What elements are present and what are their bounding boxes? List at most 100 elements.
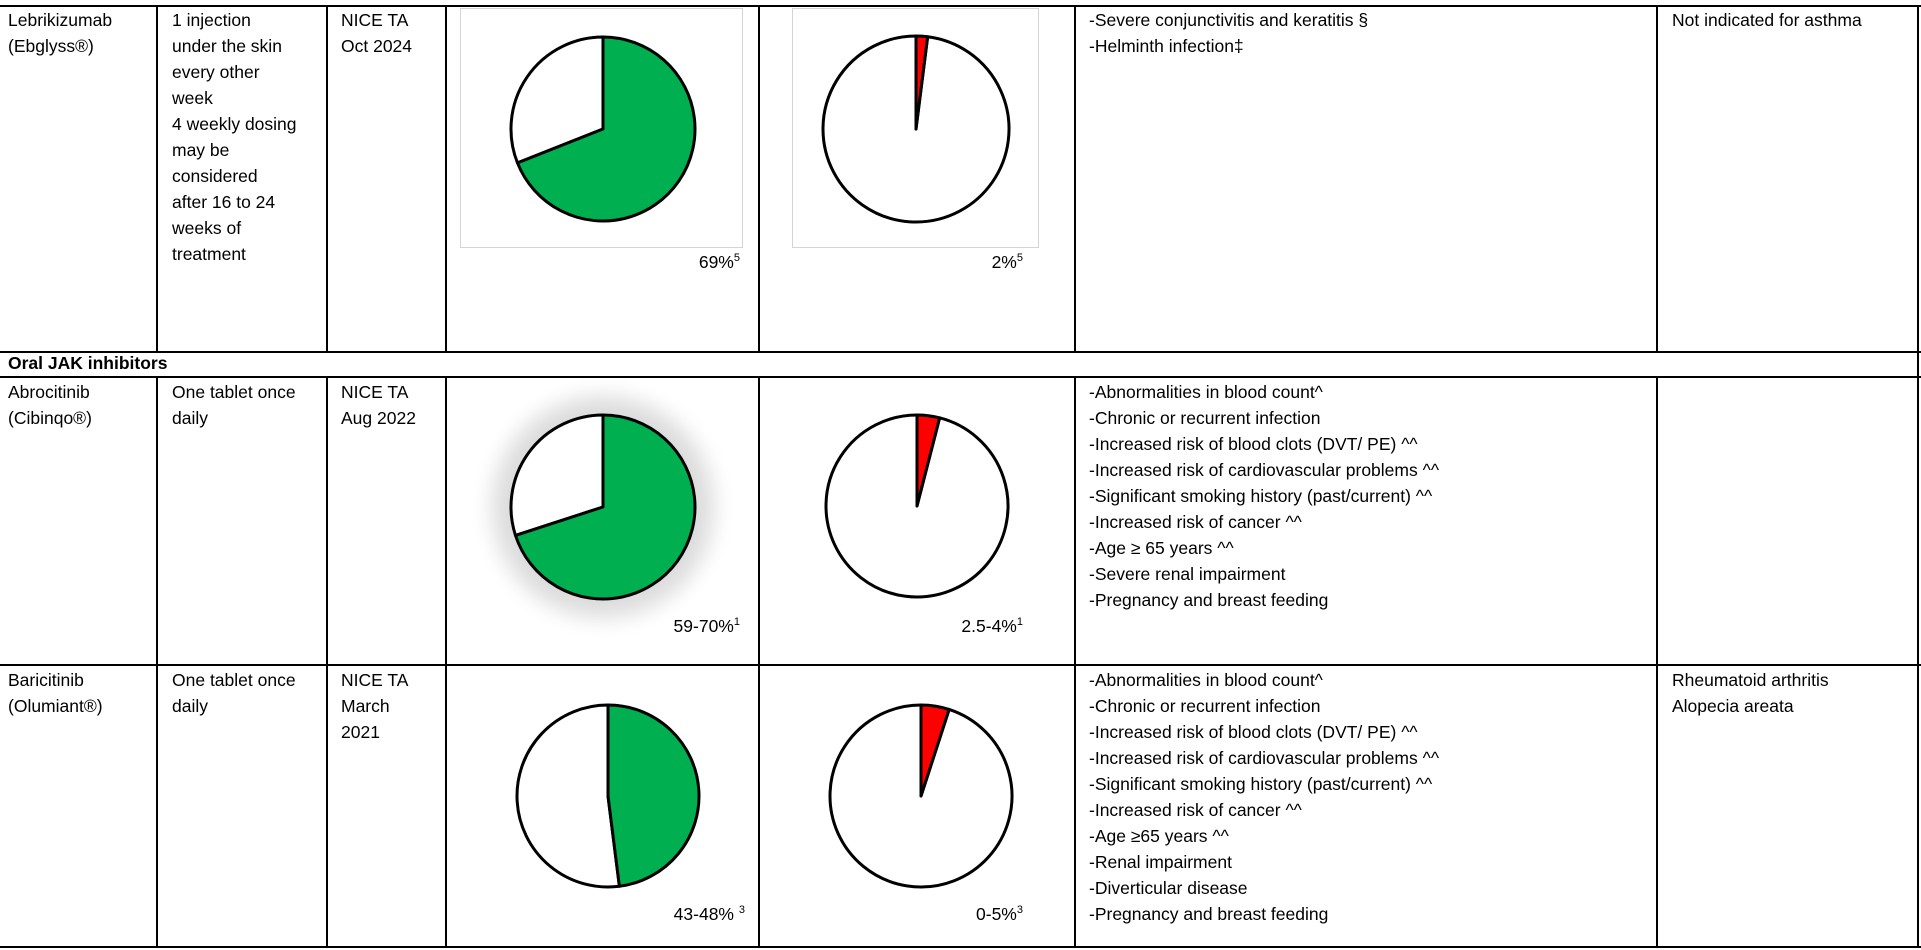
reference-marker: 5 bbox=[733, 252, 740, 265]
chart-frame bbox=[460, 8, 743, 248]
caution-item: -Helminth infection‡ bbox=[1089, 36, 1244, 56]
nice-line: NICE TA bbox=[341, 670, 409, 690]
side-effect-pie-chart bbox=[821, 34, 1011, 224]
dosing-line: under the skin bbox=[172, 36, 282, 56]
column-divider bbox=[445, 5, 447, 353]
nice-approval-cell: NICE TA March 2021 bbox=[341, 667, 408, 745]
cautions-cell: -Severe conjunctivitis and keratitis § -… bbox=[1089, 7, 1368, 59]
dosing-line: One tablet once bbox=[172, 670, 296, 690]
caution-item: -Increased risk of cancer ^^ bbox=[1089, 800, 1302, 820]
caution-item: -Diverticular disease bbox=[1089, 878, 1248, 898]
other-use-item: Rheumatoid arthritis bbox=[1672, 670, 1829, 690]
nice-line: Aug 2022 bbox=[341, 408, 416, 428]
efficacy-value: 69% bbox=[698, 252, 734, 272]
caution-item: -Pregnancy and breast feeding bbox=[1089, 590, 1329, 610]
side-effect-percentage: 2%5 bbox=[992, 252, 1023, 273]
caution-item: -Significant smoking history (past/curre… bbox=[1089, 774, 1433, 794]
pie-slice-remainder bbox=[509, 413, 605, 537]
reference-marker: 3 bbox=[1016, 904, 1023, 917]
column-divider bbox=[758, 5, 760, 353]
column-divider bbox=[156, 376, 158, 948]
dosing-line: every other bbox=[172, 62, 260, 82]
caution-item: -Chronic or recurrent infection bbox=[1089, 408, 1321, 428]
dosing-line: treatment bbox=[172, 244, 246, 264]
drug-name: Abrocitinib bbox=[8, 382, 90, 402]
drug-brand: (Ebglyss®) bbox=[8, 36, 94, 56]
side-effect-value: 2.5-4% bbox=[961, 616, 1017, 636]
table-right-border bbox=[1917, 5, 1919, 948]
column-divider bbox=[1656, 376, 1658, 948]
efficacy-percentage: 59-70%1 bbox=[674, 616, 740, 637]
caution-item: -Abnormalities in blood count^ bbox=[1089, 382, 1323, 402]
other-uses-cell: Not indicated for asthma bbox=[1672, 7, 1862, 33]
nice-line: Oct 2024 bbox=[341, 36, 413, 56]
pie-slice-highlight bbox=[919, 703, 951, 798]
dosing-line: week bbox=[172, 88, 213, 108]
caution-item: -Age ≥65 years ^^ bbox=[1089, 826, 1229, 846]
caution-item: -Renal impairment bbox=[1089, 852, 1232, 872]
caution-item: -Abnormalities in blood count^ bbox=[1089, 670, 1323, 690]
caution-item: -Chronic or recurrent infection bbox=[1089, 696, 1321, 716]
reference-marker: 3 bbox=[738, 904, 745, 917]
nice-line: 2021 bbox=[341, 722, 380, 742]
nice-approval-cell: NICE TA Aug 2022 bbox=[341, 379, 416, 431]
dosing-line: weeks of bbox=[172, 218, 242, 238]
pie-slice-highlight bbox=[914, 34, 930, 131]
nice-line: NICE TA bbox=[341, 10, 409, 30]
column-divider bbox=[1074, 5, 1076, 353]
section-title-oral-jak-inhibitors: Oral JAK inhibitors bbox=[8, 353, 168, 373]
pie-slice-highlight bbox=[915, 413, 942, 508]
cautions-cell: -Abnormalities in blood count^ -Chronic … bbox=[1089, 667, 1439, 927]
caution-item: -Significant smoking history (past/curre… bbox=[1089, 486, 1433, 506]
efficacy-value: 43-48% bbox=[673, 904, 734, 924]
reference-marker: 5 bbox=[1016, 252, 1023, 265]
table-top-border bbox=[0, 5, 1921, 7]
nice-line: March bbox=[341, 696, 390, 716]
side-effect-value: 2% bbox=[991, 252, 1017, 272]
column-divider bbox=[758, 376, 760, 948]
nice-approval-cell: NICE TA Oct 2024 bbox=[341, 7, 412, 59]
dosing-line: daily bbox=[172, 696, 208, 716]
reference-marker: 1 bbox=[1016, 616, 1023, 629]
side-effect-percentage: 0-5%3 bbox=[976, 904, 1023, 925]
pie-slice-highlight bbox=[606, 703, 701, 888]
drug-brand: (Olumiant®) bbox=[8, 696, 103, 716]
dosing-line: considered bbox=[172, 166, 258, 186]
pie-slice-remainder bbox=[515, 703, 621, 889]
other-uses-cell: Rheumatoid arthritis Alopecia areata bbox=[1672, 667, 1829, 719]
caution-item: -Increased risk of cardiovascular proble… bbox=[1089, 460, 1440, 480]
side-effect-percentage: 2.5-4%1 bbox=[961, 616, 1023, 637]
drug-name-cell: Lebrikizumab (Ebglyss®) bbox=[8, 7, 112, 59]
efficacy-value: 59-70% bbox=[673, 616, 734, 636]
dosing-line: One tablet once bbox=[172, 382, 296, 402]
dosing-line: after 16 to 24 bbox=[172, 192, 276, 212]
chart-frame bbox=[792, 8, 1039, 248]
caution-item: -Increased risk of blood clots (DVT/ PE)… bbox=[1089, 722, 1418, 742]
dosing-line: may be bbox=[172, 140, 230, 160]
pie-slice-highlight bbox=[515, 35, 697, 223]
drug-name: Lebrikizumab bbox=[8, 10, 113, 30]
pie-slice-remainder bbox=[509, 35, 605, 165]
dosing-line: 4 weekly dosing bbox=[172, 114, 297, 134]
side-effect-pie-chart bbox=[828, 703, 1014, 889]
table-bottom-border bbox=[0, 946, 1921, 948]
caution-item: -Increased risk of cancer ^^ bbox=[1089, 512, 1302, 532]
column-divider bbox=[326, 376, 328, 948]
dosing-cell: One tablet once daily bbox=[172, 379, 296, 431]
caution-item: -Severe renal impairment bbox=[1089, 564, 1286, 584]
drug-name-cell: Baricitinib (Olumiant®) bbox=[8, 667, 103, 719]
dosing-line: 1 injection bbox=[172, 10, 251, 30]
cautions-cell: -Abnormalities in blood count^ -Chronic … bbox=[1089, 379, 1439, 613]
efficacy-pie-chart bbox=[509, 35, 697, 223]
dosing-cell: One tablet once daily bbox=[172, 667, 296, 719]
column-divider bbox=[156, 5, 158, 353]
nice-line: NICE TA bbox=[341, 382, 409, 402]
column-divider bbox=[326, 5, 328, 353]
reference-marker: 1 bbox=[733, 616, 740, 629]
side-effect-pie-chart bbox=[824, 413, 1010, 599]
caution-item: -Increased risk of cardiovascular proble… bbox=[1089, 748, 1440, 768]
other-use-item: Not indicated for asthma bbox=[1672, 10, 1862, 30]
column-divider bbox=[1074, 376, 1076, 948]
pie-slice-highlight bbox=[514, 413, 697, 601]
other-use-item: Alopecia areata bbox=[1672, 696, 1794, 716]
